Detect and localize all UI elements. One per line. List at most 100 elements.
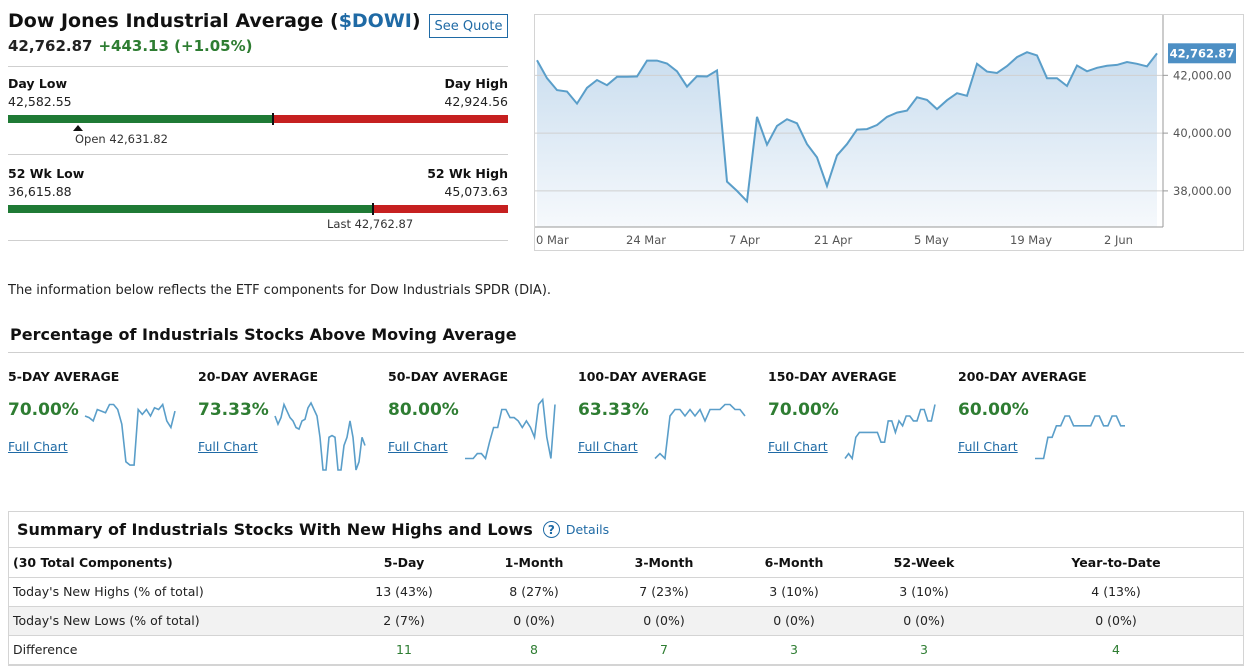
sparkline-series (274, 401, 366, 471)
ma-percentage: 70.00% (8, 400, 79, 420)
x-tick-label: 2 Jun (1104, 233, 1133, 247)
full-chart-link[interactable]: Full Chart (768, 439, 828, 454)
table-cell: 3 (859, 635, 989, 665)
ma-section-title: Percentage of Industrials Stocks Above M… (10, 325, 517, 344)
last-label: Last 42,762.87 (327, 217, 414, 231)
ma-label: 150-DAY AVERAGE (768, 369, 897, 384)
y-tick-label: 42,000.00 (1173, 68, 1232, 82)
x-tick-label: 19 May (1010, 233, 1052, 247)
y-tick-label: 40,000.00 (1173, 126, 1232, 140)
sparkline-series (1035, 415, 1125, 460)
table-row: Today's New Lows (% of total) 2 (7%) 0 (… (9, 606, 1243, 636)
full-chart-link[interactable]: Full Chart (578, 439, 638, 454)
table-cell: 11 (339, 635, 469, 665)
divider (8, 66, 508, 67)
table-cell: 4 (13%) (989, 577, 1243, 607)
x-tick-label: 24 Mar (626, 233, 666, 247)
ma-label: 100-DAY AVERAGE (578, 369, 707, 384)
table-cell: 0 (0%) (599, 606, 729, 636)
table-row: Today's New Highs (% of total) 13 (43%) … (9, 577, 1243, 607)
table-cell: 0 (0%) (989, 606, 1243, 636)
column-header: (30 Total Components) (9, 548, 339, 578)
table-header-row: (30 Total Components) 5-Day 1-Month 3-Mo… (9, 548, 1243, 578)
price-change: +443.13 (+1.05%) (98, 37, 253, 55)
divider (8, 352, 1244, 353)
summary-table: (30 Total Components) 5-Day 1-Month 3-Mo… (9, 548, 1243, 665)
index-symbol[interactable]: $DOWI (338, 10, 412, 32)
column-header: 52-Week (859, 548, 989, 578)
details-link[interactable]: Details (565, 522, 610, 537)
day-range-current-marker (272, 113, 274, 125)
x-tick-label: 5 May (914, 233, 949, 247)
wk52-high-label: 52 Wk High (427, 166, 508, 181)
row-label: Today's New Lows (% of total) (9, 606, 339, 636)
table-cell: 13 (43%) (339, 577, 469, 607)
wk52-high-value: 45,073.63 (444, 184, 508, 199)
price-line-series (536, 51, 1158, 204)
table-cell: 7 (23%) (599, 577, 729, 607)
day-low-label: Day Low (8, 76, 68, 91)
summary-title-bar: Summary of Industrials Stocks With New H… (9, 512, 1243, 548)
last-price-badge (1168, 43, 1236, 64)
full-chart-link[interactable]: Full Chart (388, 439, 448, 454)
table-cell: 0 (0%) (859, 606, 989, 636)
ma-sparkline (274, 401, 366, 471)
x-tick-label: 21 Apr (814, 233, 852, 247)
column-header: 5-Day (339, 548, 469, 578)
ma-sparkline (844, 404, 936, 461)
sparkline-series (654, 403, 746, 461)
price-area (537, 52, 1157, 228)
price-line: 42,762.87 +443.13 (+1.05%) (8, 37, 252, 55)
ma-sparkline (654, 403, 746, 461)
last-price-badge-text: 42,762.87 (1170, 46, 1235, 60)
ma-sparkline (465, 397, 556, 461)
full-chart-link[interactable]: Full Chart (8, 439, 68, 454)
table-cell: 4 (989, 635, 1243, 665)
x-tick-label: 0 Mar (536, 233, 569, 247)
full-chart-link[interactable]: Full Chart (958, 439, 1018, 454)
ma-label: 5-DAY AVERAGE (8, 369, 120, 384)
sparkline-series (844, 404, 936, 461)
price-chart-svg: 42,000.00 40,000.00 38,000.00 0 Mar 24 Mar 7 … (535, 15, 1236, 247)
day-range-bar (8, 115, 508, 123)
row-label: Today's New Highs (% of total) (9, 577, 339, 607)
full-chart-link[interactable]: Full Chart (198, 439, 258, 454)
wk52-range-bar (8, 205, 508, 213)
ma-label: 50-DAY AVERAGE (388, 369, 508, 384)
ma-percentage: 80.00% (388, 400, 459, 420)
column-header: Year-to-Date (989, 548, 1243, 578)
table-cell: 8 (27%) (469, 577, 599, 607)
ma-sparkline (84, 402, 176, 466)
column-header: 6-Month (729, 548, 859, 578)
ma-label: 20-DAY AVERAGE (198, 369, 318, 384)
help-icon[interactable]: ? (542, 521, 560, 538)
ma-sparkline (1035, 415, 1125, 460)
info-text: The information below reflects the ETF c… (8, 283, 552, 298)
wk52-low-value: 36,615.88 (8, 184, 72, 199)
last-price: 42,762.87 (8, 37, 93, 55)
open-label: Open 42,631.82 (75, 132, 168, 146)
see-quote-button[interactable]: See Quote (429, 14, 508, 38)
column-header: 1-Month (469, 548, 599, 578)
ma-percentage: 63.33% (578, 400, 649, 420)
sparkline-series (84, 402, 176, 466)
wk52-low-label: 52 Wk Low (8, 166, 85, 181)
wk52-current-marker (372, 203, 374, 215)
summary-panel: Summary of Industrials Stocks With New H… (8, 511, 1244, 666)
table-cell: 3 (10%) (729, 577, 859, 607)
sparkline-series (465, 397, 556, 461)
divider (8, 154, 508, 155)
table-cell: 2 (7%) (339, 606, 469, 636)
table-cell: 3 (10%) (859, 577, 989, 607)
day-high-label: Day High (444, 76, 508, 91)
table-cell: 0 (0%) (729, 606, 859, 636)
table-cell: 3 (729, 635, 859, 665)
price-chart[interactable]: 42,000.00 40,000.00 38,000.00 0 Mar 24 Mar 7 … (534, 14, 1244, 251)
table-cell: 8 (469, 635, 599, 665)
x-tick-label: 7 Apr (729, 233, 760, 247)
day-high-value: 42,924.56 (444, 94, 508, 109)
y-tick-label: 38,000.00 (1173, 184, 1232, 198)
summary-title: Summary of Industrials Stocks With New H… (17, 520, 533, 539)
day-low-value: 42,582.55 (8, 94, 72, 109)
divider (8, 240, 508, 241)
